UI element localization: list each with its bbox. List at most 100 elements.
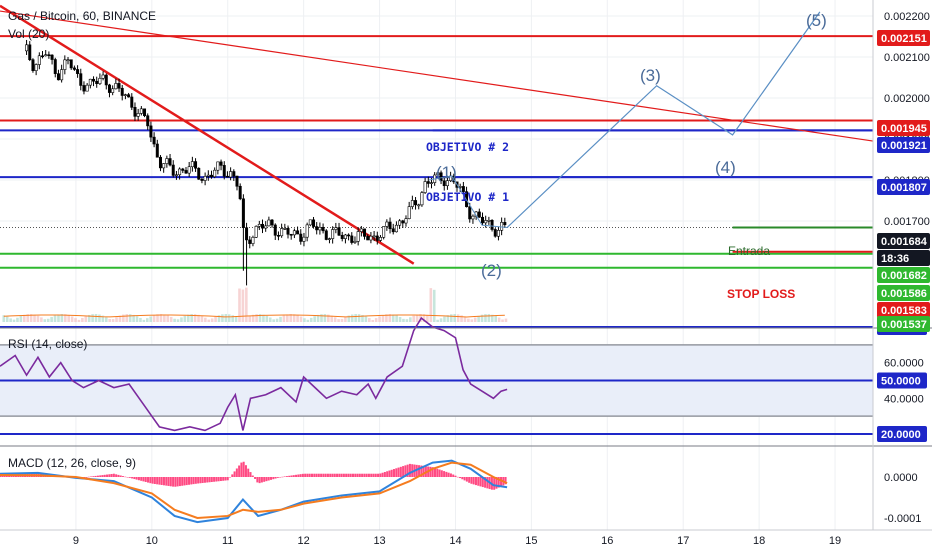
candle-body	[350, 235, 354, 243]
candle-body	[343, 234, 347, 239]
macd-histogram-bar	[128, 477, 131, 478]
candle-body	[410, 200, 414, 207]
macd-histogram-bar	[349, 473, 352, 477]
volume-bar	[412, 315, 416, 322]
candle-body	[404, 218, 408, 224]
macd-histogram-bar	[199, 477, 202, 484]
macd-histogram-bar	[381, 472, 384, 477]
macd-histogram-bar	[285, 476, 288, 477]
wave-projection[interactable]	[428, 11, 821, 229]
wave-label-5[interactable]: (5)	[806, 11, 827, 30]
macd-histogram-bar	[147, 477, 150, 483]
candle-body	[417, 204, 421, 207]
trendline[interactable]	[0, 4, 415, 265]
candle-body	[56, 73, 60, 81]
macd-histogram-bar	[356, 473, 359, 477]
volume-bar	[9, 318, 12, 322]
time-axis[interactable]: 9 10 11 12 13 14 15 16 17 18 19	[73, 535, 841, 547]
candle-body	[308, 219, 312, 226]
macd-histogram-bar	[272, 477, 275, 480]
candle-body	[114, 83, 118, 90]
macd-histogram-bar	[251, 475, 254, 477]
volume-bar	[135, 316, 139, 322]
volume-bar	[200, 316, 204, 322]
trendlines[interactable]	[0, 4, 874, 265]
horizontal-levels[interactable]	[0, 35, 873, 435]
volume-bar	[5, 316, 9, 322]
volume-bar	[262, 314, 265, 322]
wave-1-2-line[interactable]	[428, 175, 508, 229]
macd-histogram-bar	[299, 474, 302, 477]
volume-bar	[320, 314, 323, 322]
price-tag	[877, 120, 930, 136]
wave-projection-line[interactable]	[506, 11, 821, 228]
macd-histogram-bar	[115, 474, 118, 477]
rsi-axis: 60.0000 40.0000	[884, 358, 924, 406]
candle-body	[276, 234, 280, 237]
candle-body	[372, 235, 376, 238]
macd-histogram-bar	[365, 473, 368, 477]
rsi-level-tag	[877, 372, 927, 389]
macd-histogram-bar	[301, 473, 304, 477]
wave-label-2[interactable]: (2)	[481, 261, 502, 280]
macd-histogram-bar	[388, 470, 391, 477]
volume-indicator-label[interactable]: Vol (20)	[8, 27, 49, 41]
macd-histogram-bar	[153, 477, 156, 484]
volume-bar	[60, 314, 64, 322]
wave-label-3[interactable]: (3)	[640, 66, 661, 85]
candle-body	[168, 158, 172, 166]
macd-histogram-bar	[226, 477, 229, 481]
volume-bar	[415, 314, 419, 322]
volume-bar	[487, 314, 491, 322]
entrada-label[interactable]: Entrada	[728, 244, 770, 258]
candle-body	[334, 227, 338, 230]
macd-histogram-bar	[370, 473, 373, 477]
volume-bar	[87, 314, 91, 322]
macd-histogram-bar	[265, 477, 268, 482]
candle-body	[72, 67, 76, 70]
trendline[interactable]	[0, 10, 874, 142]
objetivo-1-label[interactable]: OBJETIVO # 1	[426, 190, 509, 204]
candle-body	[37, 55, 41, 65]
macd-histogram-bar	[481, 477, 484, 488]
macd-histogram-bar	[390, 469, 393, 477]
macd-histogram-bar	[454, 475, 457, 477]
candle-body	[458, 186, 462, 188]
chart-title[interactable]: Gas / Bitcoin, 60, BINANCE	[8, 9, 156, 23]
volume-bar	[405, 319, 409, 322]
volume-bar	[296, 315, 299, 322]
rsi-title[interactable]: RSI (14, close)	[8, 337, 87, 351]
wave-label-1[interactable]: (1)	[436, 163, 457, 182]
macd-histogram-bar	[99, 475, 102, 477]
macd-histogram-bar	[283, 476, 286, 477]
candle-body	[500, 222, 504, 231]
macd-histogram-bar	[249, 472, 252, 477]
volume-bar	[504, 318, 508, 322]
candle-body	[439, 172, 443, 182]
macd-histogram-bar	[383, 471, 386, 477]
candle-body	[302, 236, 306, 242]
candle-body	[401, 220, 405, 224]
macd-histogram-bar	[470, 477, 473, 484]
wave-label-4[interactable]: (4)	[715, 158, 736, 177]
volume-bar	[439, 318, 443, 322]
candle-body	[312, 219, 316, 227]
candle-body	[496, 230, 500, 237]
volume-bar	[132, 314, 135, 322]
macd-histogram-bar	[295, 474, 298, 477]
volume-bar	[29, 314, 33, 322]
price-tag	[877, 233, 930, 249]
volume-bar	[364, 316, 368, 322]
candle-body	[426, 181, 430, 184]
volume-bar	[40, 317, 43, 322]
x-tick-label: 17	[677, 535, 689, 547]
macd-title[interactable]: MACD (12, 26, close, 9)	[8, 456, 136, 470]
candle-body	[200, 178, 204, 181]
volume-bar	[166, 315, 170, 322]
stop-loss-label[interactable]: STOP LOSS	[727, 287, 795, 301]
objetivo-2-label[interactable]: OBJETIVO # 2	[426, 140, 509, 154]
volume-bar	[463, 316, 467, 322]
macd-histogram-bar	[395, 468, 398, 477]
volume-bar	[374, 318, 378, 322]
